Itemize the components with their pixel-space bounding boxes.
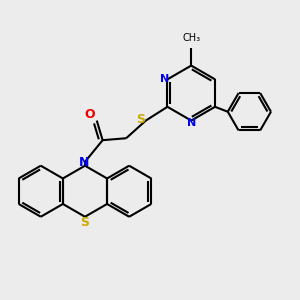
Text: CH₃: CH₃: [182, 33, 200, 43]
Text: S: S: [136, 113, 146, 126]
Text: N: N: [79, 156, 89, 169]
Text: N: N: [160, 74, 169, 84]
Text: S: S: [80, 216, 89, 229]
Text: O: O: [85, 108, 95, 121]
Text: N: N: [187, 118, 196, 128]
